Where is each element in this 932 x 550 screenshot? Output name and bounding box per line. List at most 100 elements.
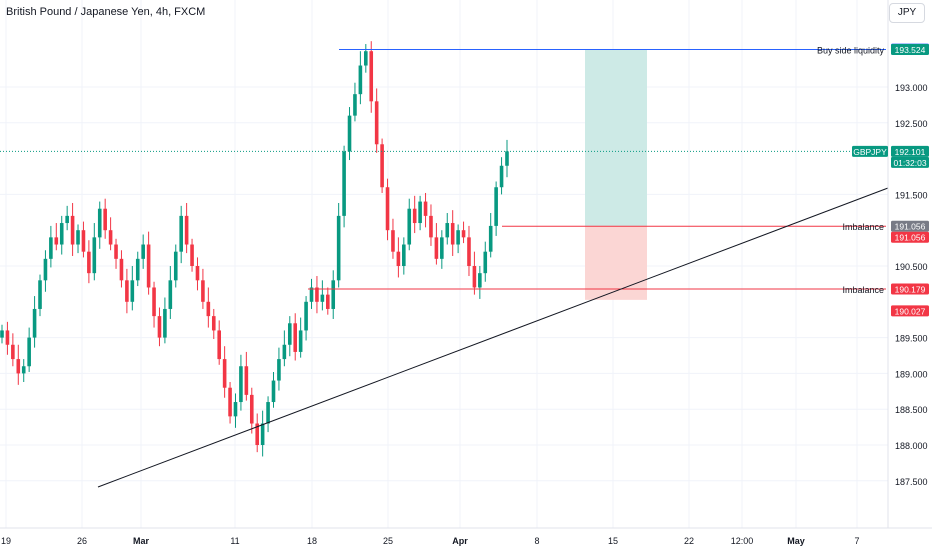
y-tick-label: 192.500 bbox=[895, 119, 928, 129]
candle-body bbox=[135, 258, 140, 281]
candle-body bbox=[412, 208, 417, 224]
candle-body bbox=[331, 280, 336, 309]
candle-body bbox=[434, 237, 439, 259]
candle-body bbox=[298, 330, 303, 352]
candle-body bbox=[11, 344, 15, 360]
candle-body bbox=[391, 230, 395, 252]
x-tick-label: 11 bbox=[230, 536, 239, 546]
y-tick-label: 188.000 bbox=[895, 441, 928, 451]
x-tick-label: 15 bbox=[608, 536, 618, 546]
candle-body bbox=[38, 280, 42, 309]
candle-body bbox=[157, 316, 162, 338]
candle-body bbox=[418, 201, 422, 224]
stop-zone bbox=[585, 226, 647, 300]
candle-body bbox=[76, 230, 80, 245]
candle-body bbox=[92, 237, 97, 274]
x-tick-label: 22 bbox=[684, 536, 694, 546]
svg-text:GBPJPY: GBPJPY bbox=[853, 147, 887, 157]
y-tick-label: 193.000 bbox=[895, 83, 928, 93]
candle-body bbox=[429, 215, 433, 238]
candle-body bbox=[488, 225, 493, 252]
svg-text:191.056: 191.056 bbox=[895, 222, 926, 232]
x-tick-label: 7 bbox=[854, 536, 859, 546]
candle-body bbox=[217, 330, 221, 360]
candle-body bbox=[103, 208, 107, 231]
candle-body bbox=[347, 115, 352, 152]
candle-body bbox=[358, 65, 363, 95]
candle-body bbox=[336, 215, 341, 281]
candle-body bbox=[59, 223, 64, 245]
candle-body bbox=[168, 280, 173, 309]
candle-body bbox=[70, 215, 75, 245]
candle-body bbox=[54, 237, 59, 245]
candle-body bbox=[5, 330, 10, 345]
x-tick-label: Mar bbox=[133, 536, 150, 546]
y-tick-label: 190.500 bbox=[895, 262, 928, 272]
candle-body bbox=[374, 101, 379, 145]
candle-body bbox=[211, 316, 216, 331]
candle-body bbox=[380, 144, 384, 188]
candle-body bbox=[201, 280, 205, 302]
candle-body bbox=[342, 151, 346, 216]
candle-body bbox=[87, 251, 91, 274]
candle-body bbox=[244, 366, 249, 395]
candle-body bbox=[65, 215, 69, 224]
x-tick-label: Apr bbox=[452, 536, 468, 546]
price-axis-label: 193.524 bbox=[891, 43, 929, 55]
svg-text:190.179: 190.179 bbox=[895, 284, 926, 294]
symbol-price-label: GBPJPY bbox=[852, 145, 888, 157]
candle-body bbox=[32, 308, 37, 338]
price-axis-label: 191.056 bbox=[891, 231, 929, 243]
price-axis-label: 190.179 bbox=[891, 283, 929, 295]
candle-body bbox=[287, 323, 292, 345]
candle-body bbox=[423, 201, 428, 216]
candle-body bbox=[173, 251, 178, 281]
candle-body bbox=[81, 230, 86, 252]
svg-text:193.524: 193.524 bbox=[895, 45, 926, 55]
y-tick-label: 191.500 bbox=[895, 190, 928, 200]
candle-body bbox=[467, 237, 471, 266]
candle-body bbox=[353, 94, 357, 116]
svg-text:01:32:03: 01:32:03 bbox=[893, 158, 926, 168]
candle-body bbox=[440, 237, 444, 259]
candle-body bbox=[456, 230, 460, 245]
candle-body bbox=[309, 287, 314, 302]
level-label: Buy side liquidity bbox=[817, 45, 885, 55]
candle-body bbox=[179, 215, 183, 252]
candle-body bbox=[315, 287, 319, 302]
candle-body bbox=[21, 366, 26, 374]
candle-body bbox=[233, 402, 238, 417]
price-axis-label: 01:32:03 bbox=[891, 156, 929, 168]
symbol-title: British Pound / Japanese Yen, 4h, FXCM bbox=[6, 6, 206, 18]
x-tick-label: 25 bbox=[383, 536, 393, 546]
candle-body bbox=[146, 244, 151, 288]
candle-body bbox=[125, 280, 129, 302]
candle-body bbox=[505, 151, 509, 166]
candle-body bbox=[184, 215, 189, 245]
candle-body bbox=[27, 337, 31, 367]
candle-body bbox=[478, 273, 482, 288]
candle-body bbox=[141, 244, 145, 259]
x-tick-label: May bbox=[787, 536, 805, 546]
x-tick-label: 19 bbox=[1, 536, 11, 546]
candle-body bbox=[249, 394, 254, 424]
target-zone bbox=[585, 49, 647, 227]
candle-body bbox=[277, 359, 281, 381]
candle-body bbox=[255, 423, 260, 445]
x-tick-label: 26 bbox=[77, 536, 87, 546]
candle-body bbox=[326, 294, 330, 309]
candles bbox=[0, 41, 509, 457]
candle-body bbox=[195, 266, 200, 281]
candle-body bbox=[0, 330, 4, 338]
x-tick-label: 18 bbox=[307, 536, 317, 546]
candle-body bbox=[293, 323, 298, 352]
candle-body bbox=[396, 251, 401, 266]
candle-body bbox=[228, 387, 232, 417]
level-label: Imbalance bbox=[842, 285, 884, 295]
level-label: Imbalance bbox=[842, 222, 884, 232]
currency-button[interactable]: JPY bbox=[889, 3, 925, 23]
candle-body bbox=[304, 301, 308, 331]
candle-body bbox=[282, 344, 287, 360]
candle-body bbox=[16, 359, 21, 374]
